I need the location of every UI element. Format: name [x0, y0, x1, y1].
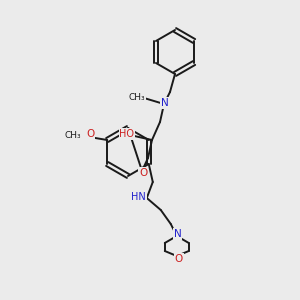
Text: CH₃: CH₃ — [129, 92, 145, 101]
Text: O: O — [86, 129, 94, 139]
Text: HN: HN — [131, 192, 146, 202]
Text: O: O — [175, 254, 183, 264]
Text: N: N — [161, 98, 169, 108]
Text: O: O — [139, 168, 147, 178]
Text: HO: HO — [119, 129, 134, 139]
Text: N: N — [174, 229, 182, 239]
Text: CH₃: CH₃ — [65, 131, 82, 140]
